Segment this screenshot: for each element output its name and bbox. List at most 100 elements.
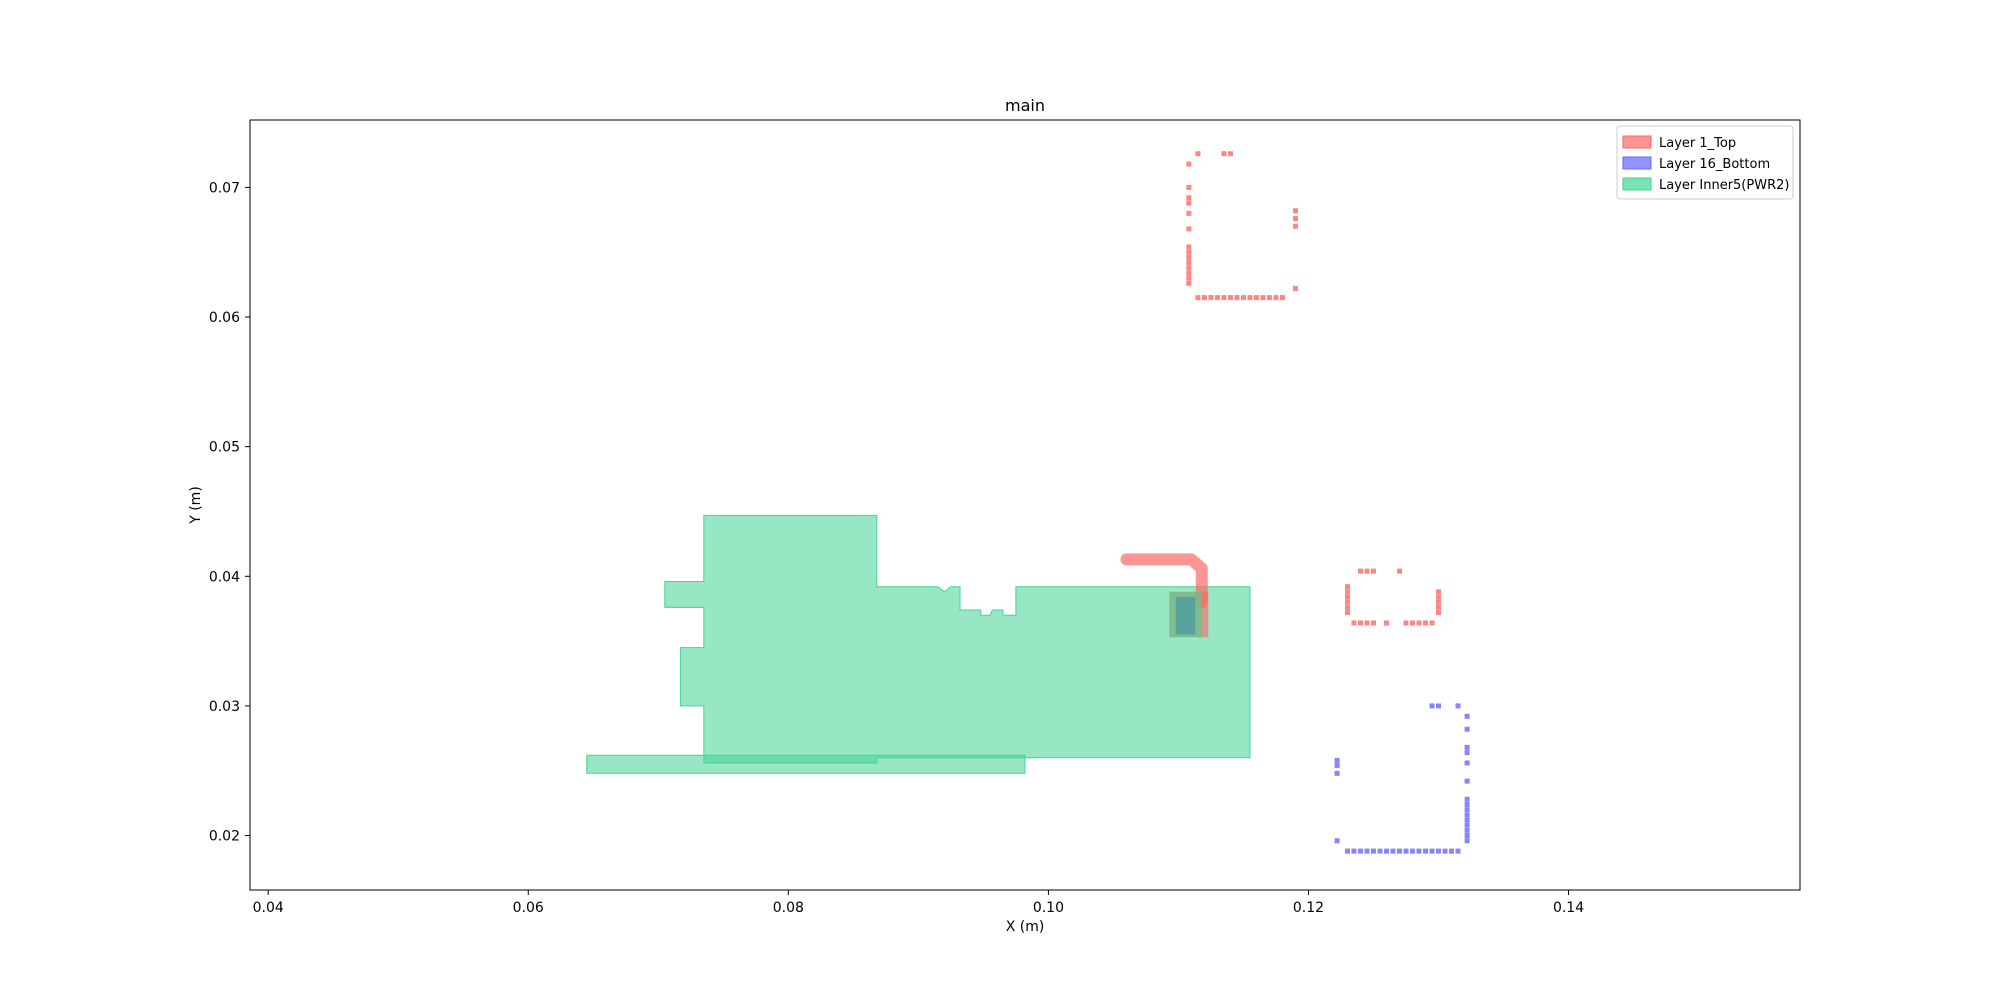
x-tick-label: 0.08 [773,900,804,916]
series-point [1344,584,1350,590]
pad [1169,591,1202,638]
series-point [1351,620,1357,626]
series-point [1455,848,1461,854]
x-axis-label: X (m) [1006,919,1045,935]
x-tick-label: 0.06 [513,900,544,916]
series-point [1186,226,1192,232]
series-point [1214,295,1220,301]
series-point [1436,599,1442,605]
series-point [1186,254,1192,260]
series-point [1240,295,1246,301]
x-axis-ticks: 0.04 0.06 0.08 0.10 0.12 0.14 [253,890,1584,916]
series-point [1344,604,1350,610]
series-point [1436,703,1442,709]
series-point [1383,620,1389,626]
y-tick-label: 0.05 [209,440,240,456]
series-point [1377,848,1383,854]
series-point [1464,801,1470,807]
series-point [1436,589,1442,595]
series-point [1247,295,1253,301]
series-point [1364,848,1370,854]
series-point [1221,151,1227,157]
series-point [1429,703,1435,709]
series-point [1186,249,1192,255]
series-point [1357,848,1363,854]
x-tick-label: 0.10 [1033,900,1064,916]
series-point [1436,610,1442,616]
plot-area [250,120,1800,890]
y-axis-ticks: 0.02 0.03 0.04 0.05 0.06 0.07 [209,180,250,845]
series-point [1201,295,1207,301]
series-point [1186,210,1192,216]
series-point [1464,744,1470,750]
y-tick-label: 0.03 [209,699,240,715]
series-point [1436,594,1442,600]
series-point [1357,568,1363,574]
series-point [1351,848,1357,854]
series-point [1464,713,1470,719]
series-point [1410,848,1415,854]
series-point [1334,757,1340,763]
series-point [1344,594,1350,600]
series-point [1186,200,1192,206]
y-tick-label: 0.04 [209,569,240,585]
series-point [1464,726,1470,732]
series-point [1344,848,1350,854]
series-point [1416,620,1422,626]
series-point [1227,295,1233,301]
plot-frame [249,119,1801,891]
series-point [1403,848,1409,854]
series-point [1344,610,1350,616]
series-point [1334,770,1340,776]
series-point [1423,848,1429,854]
legend-swatch [1622,177,1652,191]
series-point [1464,778,1470,784]
series-polygon [664,514,1251,764]
series-point [1429,848,1435,854]
series-point [1186,244,1192,250]
y-tick-label: 0.07 [209,180,240,196]
series-point [1442,848,1448,854]
series-point [1370,848,1376,854]
legend: Layer 1_Top Layer 16_Bottom Layer Inner5(P… [1616,125,1794,200]
series-point [1464,833,1470,839]
series-point [1436,604,1442,610]
series-point [1260,295,1266,301]
series-point [1396,568,1402,574]
x-tick-label: 0.12 [1293,900,1324,916]
overlay-layer [1120,553,1209,638]
series-point [1208,295,1214,301]
series-point [1464,822,1470,828]
series-point [1186,280,1192,286]
series-point [1436,848,1442,854]
series-point [1227,151,1233,157]
legend-swatch [1622,156,1652,170]
series-point [1186,270,1192,276]
y-tick-label: 0.06 [209,310,240,326]
series-polygon [586,754,1026,774]
series-point [1186,260,1192,266]
series-point [1266,295,1272,301]
series-point [1253,295,1259,301]
series-point [1370,568,1376,574]
series-point [1449,848,1455,854]
series-point [1186,184,1192,190]
series-point [1221,295,1227,301]
series-point [1195,295,1201,301]
series-point [1396,848,1402,854]
x-tick-label: 0.14 [1553,900,1584,916]
series-point [1273,295,1279,301]
series-point [1383,848,1389,854]
series-point [1334,838,1340,844]
y-tick-label: 0.02 [209,829,240,845]
series-point [1464,807,1470,813]
series-point [1186,161,1192,167]
trace [1120,553,1208,609]
series-point [1464,760,1470,766]
legend-label: Layer Inner5(PWR2) [1659,178,1789,193]
series-point [1370,620,1376,626]
series-2 [586,514,1251,774]
series-point [1292,208,1298,214]
series-point [1403,620,1409,626]
series-point [1357,620,1363,626]
